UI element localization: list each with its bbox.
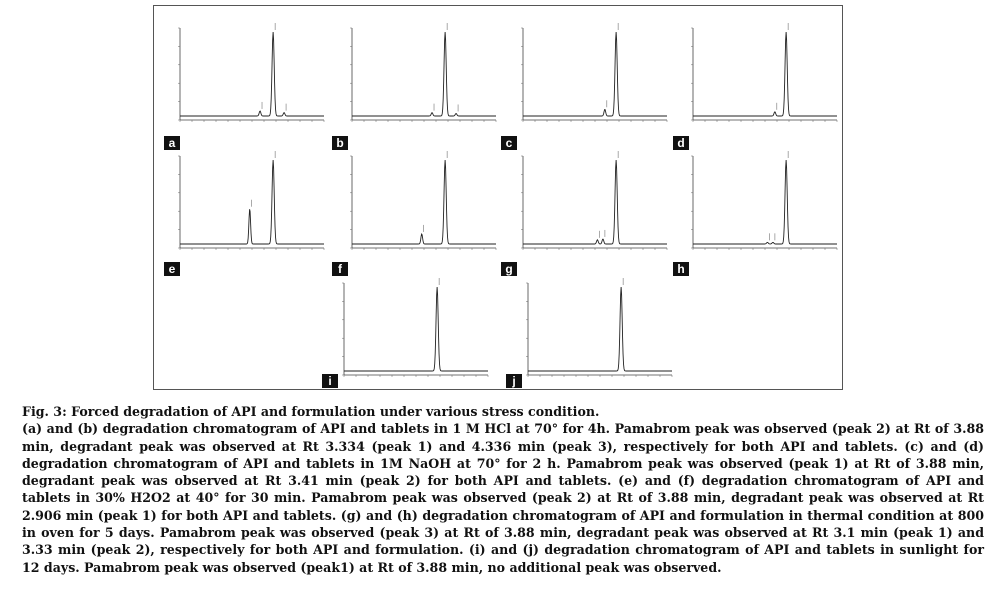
panel-label-d: d <box>673 136 689 150</box>
panel-label-c: c <box>501 136 517 150</box>
chromatogram-i <box>342 278 489 377</box>
chromatogram-trace <box>344 286 488 372</box>
chromatogram-h <box>691 151 838 250</box>
chromatogram-b <box>350 23 497 122</box>
chromatogram-c <box>521 23 668 122</box>
chromatogram-panel-f: f <box>332 144 503 276</box>
chromatogram-f <box>350 151 497 250</box>
chromatogram-trace <box>693 31 837 117</box>
figure-frame: a b c d e f g h i j <box>153 5 843 390</box>
chromatogram-trace <box>523 31 667 117</box>
chromatogram-panel-a: a <box>164 16 331 150</box>
chromatogram-d <box>691 23 838 122</box>
chromatogram-panel-b: b <box>332 16 503 150</box>
chromatogram-panel-c: c <box>501 16 674 150</box>
chromatogram-trace <box>352 159 496 245</box>
caption-title: Fig. 3: Forced degradation of API and fo… <box>22 404 600 419</box>
panel-label-e: e <box>164 262 180 276</box>
chromatogram-trace <box>180 159 324 245</box>
chromatogram-panel-i: i <box>322 271 495 389</box>
chromatogram-panel-e: e <box>164 144 331 276</box>
panel-label-b: b <box>332 136 348 150</box>
chromatogram-a <box>178 23 325 122</box>
chromatogram-e <box>178 151 325 250</box>
panel-label-g: g <box>501 262 517 276</box>
panel-label-a: a <box>164 136 180 150</box>
panel-label-h: h <box>673 262 689 276</box>
panel-label-j: j <box>506 374 522 388</box>
chromatogram-trace <box>693 159 837 245</box>
chromatogram-trace <box>523 159 667 245</box>
chromatogram-panel-d: d <box>673 16 844 150</box>
chromatogram-panel-h: h <box>673 144 844 276</box>
chromatogram-j <box>526 278 673 377</box>
chromatogram-panel-g: g <box>501 144 674 276</box>
figure-caption: Fig. 3: Forced degradation of API and fo… <box>22 403 984 576</box>
panel-label-f: f <box>332 262 348 276</box>
chromatogram-g <box>521 151 668 250</box>
panel-label-i: i <box>322 374 338 388</box>
chromatogram-trace <box>528 286 672 372</box>
chromatogram-panel-j: j <box>506 271 679 389</box>
caption-body: (a) and (b) degradation chromatogram of … <box>22 421 984 575</box>
chromatogram-trace <box>352 31 496 117</box>
chromatogram-trace <box>180 31 324 117</box>
